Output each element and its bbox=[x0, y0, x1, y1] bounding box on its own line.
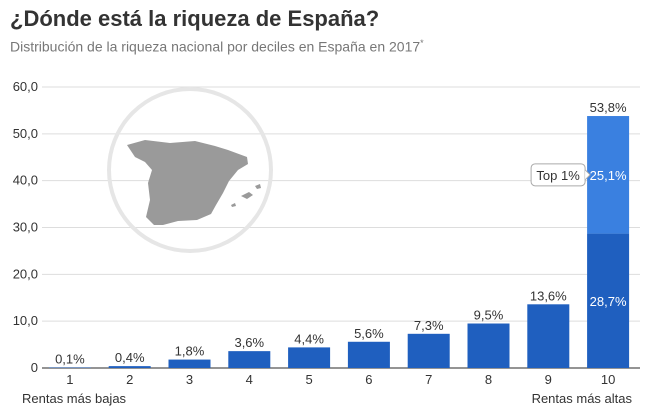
x-tick-label: 1 bbox=[66, 372, 73, 387]
bar-value-label: 9,5% bbox=[474, 308, 504, 323]
bar-value-label: 0,1% bbox=[55, 352, 85, 367]
callout-label: Top 1% bbox=[536, 168, 580, 183]
bar-value-label: 7,3% bbox=[414, 318, 444, 333]
bar bbox=[347, 341, 390, 368]
chart-subtitle: Distribución de la riqueza nacional por … bbox=[10, 38, 424, 55]
x-tick-label: 3 bbox=[186, 372, 193, 387]
subtitle-text: Distribución de la riqueza nacional por … bbox=[10, 38, 421, 55]
bar-value-label: 0,4% bbox=[115, 350, 145, 365]
x-tick-label: 2 bbox=[126, 372, 133, 387]
segment-value-label: 28,7% bbox=[590, 294, 627, 309]
y-tick-label: 60,0 bbox=[13, 79, 38, 94]
spain-map-icon bbox=[107, 87, 273, 253]
callout-pointer bbox=[584, 169, 591, 181]
bar-segment bbox=[587, 233, 630, 368]
bar bbox=[168, 359, 211, 368]
y-tick-label: 10,0 bbox=[13, 313, 38, 328]
x-tick-label: 7 bbox=[425, 372, 432, 387]
x-note-low: Rentas más bajas bbox=[22, 391, 127, 406]
y-tick-label: 40,0 bbox=[13, 173, 38, 188]
chart-title: ¿Dónde está la riqueza de España? bbox=[10, 6, 380, 31]
bar bbox=[288, 347, 331, 368]
x-tick-label: 8 bbox=[485, 372, 492, 387]
x-tick-label: 6 bbox=[365, 372, 372, 387]
x-axis: 1 2 3 4 5 6 7 8 9 10 bbox=[66, 372, 615, 387]
x-tick-label: 5 bbox=[305, 372, 312, 387]
segment-value-label: 25,1% bbox=[590, 168, 627, 183]
y-tick-label: 50,0 bbox=[13, 126, 38, 141]
bar-value-label: 53,8% bbox=[590, 100, 627, 115]
bar bbox=[407, 333, 450, 368]
x-note-high: Rentas más altas bbox=[532, 391, 633, 406]
bar-value-label: 13,6% bbox=[530, 288, 567, 303]
bar-value-label: 1,8% bbox=[175, 344, 205, 359]
x-tick-label: 9 bbox=[545, 372, 552, 387]
bar bbox=[467, 323, 510, 368]
subtitle-footnote-mark: * bbox=[420, 38, 424, 48]
y-tick-label: 30,0 bbox=[13, 220, 38, 235]
bar-value-label: 4,4% bbox=[294, 331, 324, 346]
bar-segment bbox=[587, 116, 630, 234]
bar bbox=[228, 351, 271, 368]
y-tick-label: 0 bbox=[31, 360, 38, 375]
bar-value-label: 5,6% bbox=[354, 326, 384, 341]
x-tick-label: 10 bbox=[601, 372, 615, 387]
bar bbox=[108, 366, 151, 368]
x-tick-label: 4 bbox=[246, 372, 253, 387]
callout-top-1: Top 1% bbox=[530, 163, 591, 187]
bar-value-label: 3,6% bbox=[234, 335, 264, 350]
y-tick-label: 20,0 bbox=[13, 266, 38, 281]
bars bbox=[48, 116, 630, 368]
bar-labels: 0,1% 0,4% 1,8% 3,6% 4,4% 5,6% 7,3% 9,5% 13,6% 28,… bbox=[55, 100, 627, 366]
y-axis: 0 10,0 20,0 30,0 40,0 50,0 60,0 bbox=[13, 79, 38, 375]
bar bbox=[527, 304, 570, 368]
